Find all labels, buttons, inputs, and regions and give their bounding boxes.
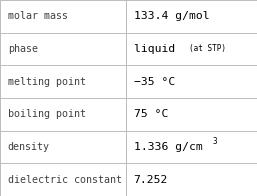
- Text: −35 °C: −35 °C: [134, 77, 175, 87]
- Text: 133.4 g/mol: 133.4 g/mol: [134, 11, 209, 21]
- Text: molar mass: molar mass: [8, 11, 68, 21]
- Text: melting point: melting point: [8, 77, 86, 87]
- Text: boiling point: boiling point: [8, 109, 86, 119]
- Text: 1.336 g/cm: 1.336 g/cm: [134, 142, 203, 152]
- Text: 7.252: 7.252: [134, 175, 168, 185]
- Text: dielectric constant: dielectric constant: [8, 175, 122, 185]
- Text: liquid: liquid: [134, 44, 189, 54]
- Text: (at STP): (at STP): [189, 44, 226, 54]
- Text: density: density: [8, 142, 50, 152]
- Text: phase: phase: [8, 44, 38, 54]
- Text: 75 °C: 75 °C: [134, 109, 168, 119]
- Text: 3: 3: [212, 137, 217, 146]
